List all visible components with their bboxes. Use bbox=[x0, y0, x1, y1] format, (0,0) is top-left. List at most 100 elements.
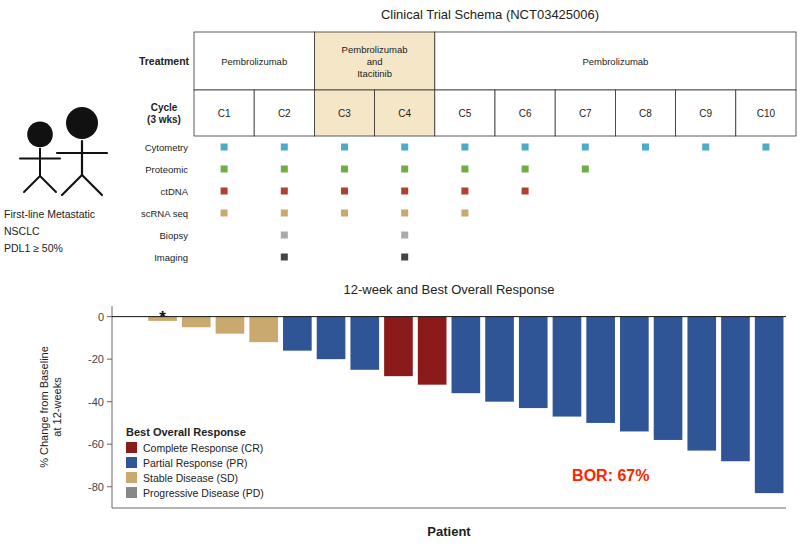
treatment-phase bbox=[435, 32, 796, 90]
y-tick bbox=[107, 401, 112, 402]
text-line: % Change from Baseline bbox=[38, 346, 50, 468]
phase-label: PembrolizumabandItacitinib bbox=[342, 44, 408, 79]
assay-dot bbox=[341, 188, 348, 195]
stick-arms bbox=[57, 152, 107, 154]
assay-dot bbox=[341, 144, 348, 151]
y-tick bbox=[107, 316, 112, 317]
assay-dot bbox=[281, 144, 288, 151]
assay-dot bbox=[522, 144, 529, 151]
cycle-label: C1 bbox=[218, 108, 231, 119]
cycle-label: C9 bbox=[699, 108, 712, 119]
bar bbox=[384, 317, 413, 377]
bar bbox=[216, 317, 245, 334]
stick-figure bbox=[20, 122, 60, 192]
bar bbox=[418, 317, 447, 385]
cycle-box bbox=[375, 90, 435, 136]
assay-dot bbox=[401, 254, 408, 261]
text-line: and bbox=[367, 56, 383, 67]
assay-dot bbox=[582, 166, 589, 173]
assay-dot bbox=[762, 144, 769, 151]
assay-dot bbox=[221, 210, 228, 217]
assay-dot bbox=[582, 144, 589, 151]
assay-dot bbox=[522, 166, 529, 173]
cycle-label: C5 bbox=[459, 108, 472, 119]
legend-entry: Progressive Disease (PD) bbox=[143, 487, 264, 499]
cycle-label: C8 bbox=[639, 108, 652, 119]
stick-head bbox=[66, 107, 98, 139]
stick-body bbox=[81, 141, 83, 175]
stick-arms bbox=[20, 157, 60, 159]
bar bbox=[519, 317, 548, 408]
schema-title: Clinical Trial Schema (NCT03425006) bbox=[381, 7, 599, 22]
assay-dot bbox=[461, 166, 468, 173]
assay-label: Cytometry bbox=[145, 142, 189, 153]
y-tick bbox=[107, 359, 112, 360]
assay-dot bbox=[221, 166, 228, 173]
schema-note: NSCLC bbox=[4, 225, 40, 237]
stick-leg bbox=[62, 175, 82, 195]
assay-dot bbox=[702, 144, 709, 151]
assay-dot bbox=[221, 188, 228, 195]
y-tick-label: -60 bbox=[88, 438, 104, 450]
bar bbox=[620, 317, 649, 432]
cycle-box bbox=[194, 90, 254, 136]
assay-dot bbox=[281, 188, 288, 195]
cycle-box bbox=[254, 90, 314, 136]
text-line: Pembrolizumab bbox=[342, 44, 408, 55]
y-tick-label: -40 bbox=[88, 396, 104, 408]
assay-dot bbox=[281, 166, 288, 173]
legend-swatch bbox=[126, 472, 137, 483]
cycle-label: C4 bbox=[398, 108, 411, 119]
assay-label: ctDNA bbox=[161, 186, 189, 197]
assay-dot bbox=[281, 254, 288, 261]
bar bbox=[586, 317, 615, 423]
legend-entry: Stable Disease (SD) bbox=[143, 472, 238, 484]
stick-leg bbox=[82, 175, 102, 195]
stick-body bbox=[39, 149, 41, 176]
assay-dot bbox=[642, 144, 649, 151]
bar bbox=[721, 317, 750, 462]
y-tick bbox=[107, 444, 112, 445]
stick-leg bbox=[24, 176, 40, 192]
assay-dot bbox=[401, 188, 408, 195]
bar bbox=[687, 317, 716, 451]
assay-label: scRNA seq bbox=[141, 208, 188, 219]
text-line: Cycle bbox=[151, 102, 178, 113]
stick-figure bbox=[57, 107, 107, 195]
cycle-box bbox=[435, 90, 495, 136]
zero-line bbox=[112, 316, 786, 317]
treatment-phase bbox=[314, 32, 434, 90]
legend: Best Overall ResponseComplete Response (… bbox=[126, 426, 264, 499]
bar bbox=[283, 317, 312, 351]
bar bbox=[350, 317, 379, 370]
schema-note: First-line Metastatic bbox=[4, 208, 95, 220]
cycle-box bbox=[736, 90, 796, 136]
x-axis-label: Patient bbox=[427, 524, 471, 539]
bar bbox=[249, 317, 278, 343]
assay-dot bbox=[341, 210, 348, 217]
assay-dot bbox=[461, 210, 468, 217]
assay-dot bbox=[401, 210, 408, 217]
text-line: (3 wks) bbox=[147, 114, 181, 125]
cycle-label: C6 bbox=[519, 108, 532, 119]
assay-dot bbox=[401, 166, 408, 173]
legend-swatch bbox=[126, 442, 137, 453]
assay-dot bbox=[522, 188, 529, 195]
stick-head bbox=[27, 122, 53, 148]
cycle-box bbox=[555, 90, 615, 136]
y-axis-label: % Change from Baselineat 12-weeks bbox=[38, 346, 63, 468]
phase-label: Pembrolizumab bbox=[582, 56, 648, 67]
assay-dot bbox=[401, 232, 408, 239]
assay-label: Proteomic bbox=[145, 164, 188, 175]
cycle-label: C3 bbox=[338, 108, 351, 119]
annotation: * bbox=[159, 308, 166, 327]
text-line: Pembrolizumab bbox=[221, 56, 287, 67]
assay-dot bbox=[221, 144, 228, 151]
assay-dot bbox=[281, 210, 288, 217]
assay-label: Biopsy bbox=[159, 230, 188, 241]
bar bbox=[654, 317, 683, 440]
chart-title: 12-week and Best Overall Response bbox=[343, 282, 554, 297]
text-line: Pembrolizumab bbox=[582, 56, 648, 67]
y-tick-label: -20 bbox=[88, 353, 104, 365]
phase-label: Pembrolizumab bbox=[221, 56, 287, 67]
